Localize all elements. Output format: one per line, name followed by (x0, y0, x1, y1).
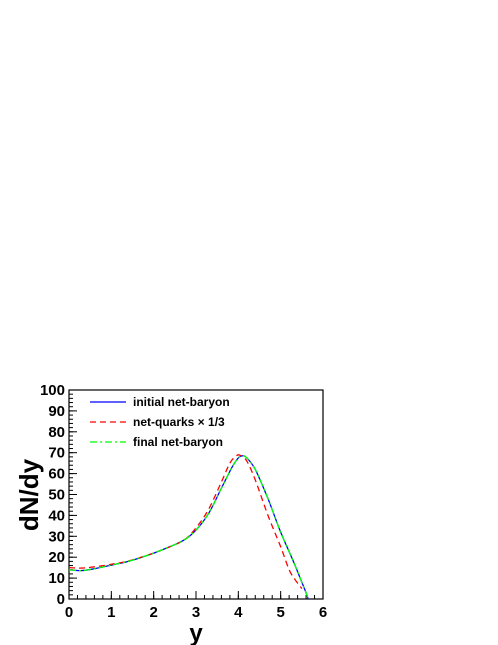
legend-label: final net-baryon (133, 435, 223, 449)
series-line-2 (68, 454, 303, 589)
y-tick-label: 100 (40, 382, 65, 399)
x-axis-title: y (189, 620, 203, 645)
y-tick-label: 80 (48, 424, 65, 441)
x-tick-label: 0 (65, 604, 73, 621)
x-tick-label: 2 (149, 604, 157, 621)
x-tick-label: 3 (192, 604, 200, 621)
y-tick-label: 60 (48, 466, 65, 483)
x-tick-label: 5 (276, 604, 284, 621)
y-tick-label: 20 (48, 549, 65, 566)
legend-label: initial net-baryon (133, 395, 230, 409)
x-tick-label: 1 (107, 604, 115, 621)
legend: initial net-baryon net-quarks × 1/3 final … (90, 395, 230, 449)
y-tick-label: 30 (48, 528, 65, 545)
y-axis-title: dN/dy (14, 458, 44, 531)
y-tick-label: 90 (48, 403, 65, 420)
series-lines (68, 454, 309, 600)
legend-label: net-quarks × 1/3 (133, 415, 225, 429)
y-tick-label: 10 (48, 570, 65, 587)
series-line-3 (68, 455, 309, 600)
y-tick-label: 70 (48, 445, 65, 462)
x-tick-label: 6 (319, 604, 327, 621)
axis-ticks (68, 389, 324, 600)
y-tick-label: 50 (48, 487, 65, 504)
y-tick-label: 40 (48, 507, 65, 524)
x-tick-label: 4 (234, 604, 243, 621)
y-tick-label: 0 (57, 591, 65, 608)
